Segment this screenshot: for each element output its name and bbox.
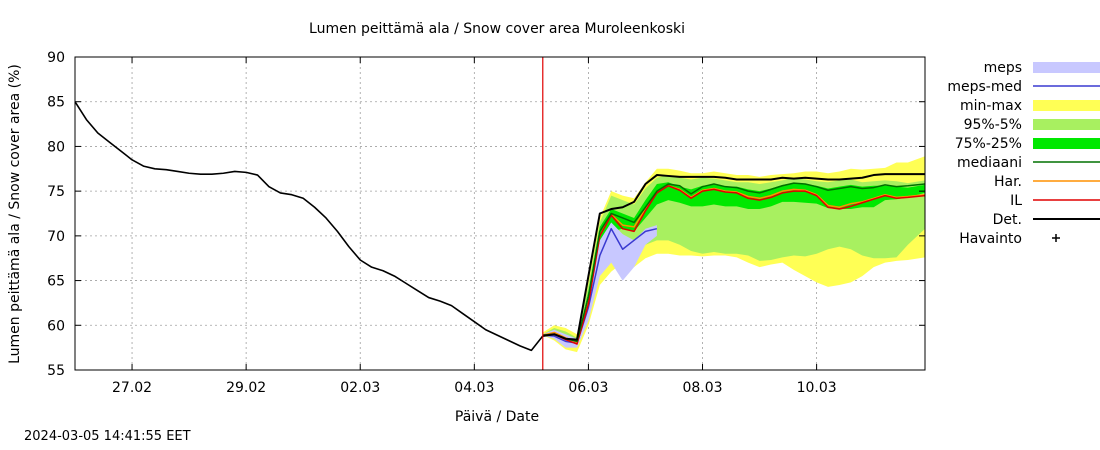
legend-label-meps: meps [984, 60, 1022, 76]
legend-swatch-meps [1033, 62, 1100, 73]
legend-label-min-max: min-max [960, 98, 1022, 114]
line-mediaani [542, 182, 926, 343]
grid-lines [75, 57, 925, 370]
x-tick-label: 02.03 [340, 380, 380, 396]
series-lines [74, 57, 926, 370]
x-tick-label: 29.02 [226, 380, 266, 396]
x-tick-label: 10.03 [797, 380, 837, 396]
legend-swatch-p95-5 [1033, 119, 1100, 130]
legend-label-mediaani: mediaani [957, 155, 1022, 171]
y-tick-label: 75 [47, 184, 65, 200]
legend-label-il: IL [1010, 193, 1022, 209]
legend-label-det: Det. [993, 212, 1022, 228]
legend-label-har: Har. [994, 174, 1022, 190]
y-tick-label: 70 [47, 229, 65, 245]
line-det-history [74, 101, 544, 352]
line-il [542, 185, 926, 345]
line-meps-med [542, 227, 658, 344]
legend-label-havainto: Havainto [959, 231, 1022, 247]
axis-ticks: 55 60 65 70 75 80 85 90 27.02 29.02 02.03 04.03 06.0… [47, 50, 925, 396]
line-det-forecast [542, 173, 925, 341]
legend-label-meps-med: meps-med [947, 79, 1022, 95]
y-tick-label: 80 [47, 139, 65, 155]
y-axis-label: Lumen peittämä ala / Snow cover area (%) [7, 64, 23, 364]
x-axis-label: Päivä / Date [455, 409, 539, 425]
x-tick-label: 08.03 [682, 380, 722, 396]
y-tick-label: 85 [47, 95, 65, 111]
y-tick-label: 65 [47, 274, 65, 290]
plot-border [74, 56, 926, 371]
plot-frame [74, 56, 926, 371]
legend-swatch-p75-25 [1033, 138, 1100, 149]
timestamp-label: 2024-03-05 14:41:55 EET [24, 429, 191, 444]
y-tick-label: 60 [47, 318, 65, 334]
legend-label-p75-25: 75%-25% [955, 136, 1022, 152]
legend-label-p95-5: 95%-5% [964, 117, 1022, 133]
x-tick-label: 27.02 [112, 380, 152, 396]
x-tick-label: 04.03 [454, 380, 494, 396]
y-tick-label: 55 [47, 363, 65, 379]
chart-title: Lumen peittämä ala / Snow cover area Mur… [309, 21, 685, 37]
y-tick-label: 90 [47, 50, 65, 66]
legend: meps meps-med min-max 95%-5% 75%-25% mediaani… [947, 60, 1100, 247]
band-meps [542, 222, 657, 348]
x-tick-label: 06.03 [568, 380, 608, 396]
legend-swatch-min-max [1033, 100, 1100, 111]
